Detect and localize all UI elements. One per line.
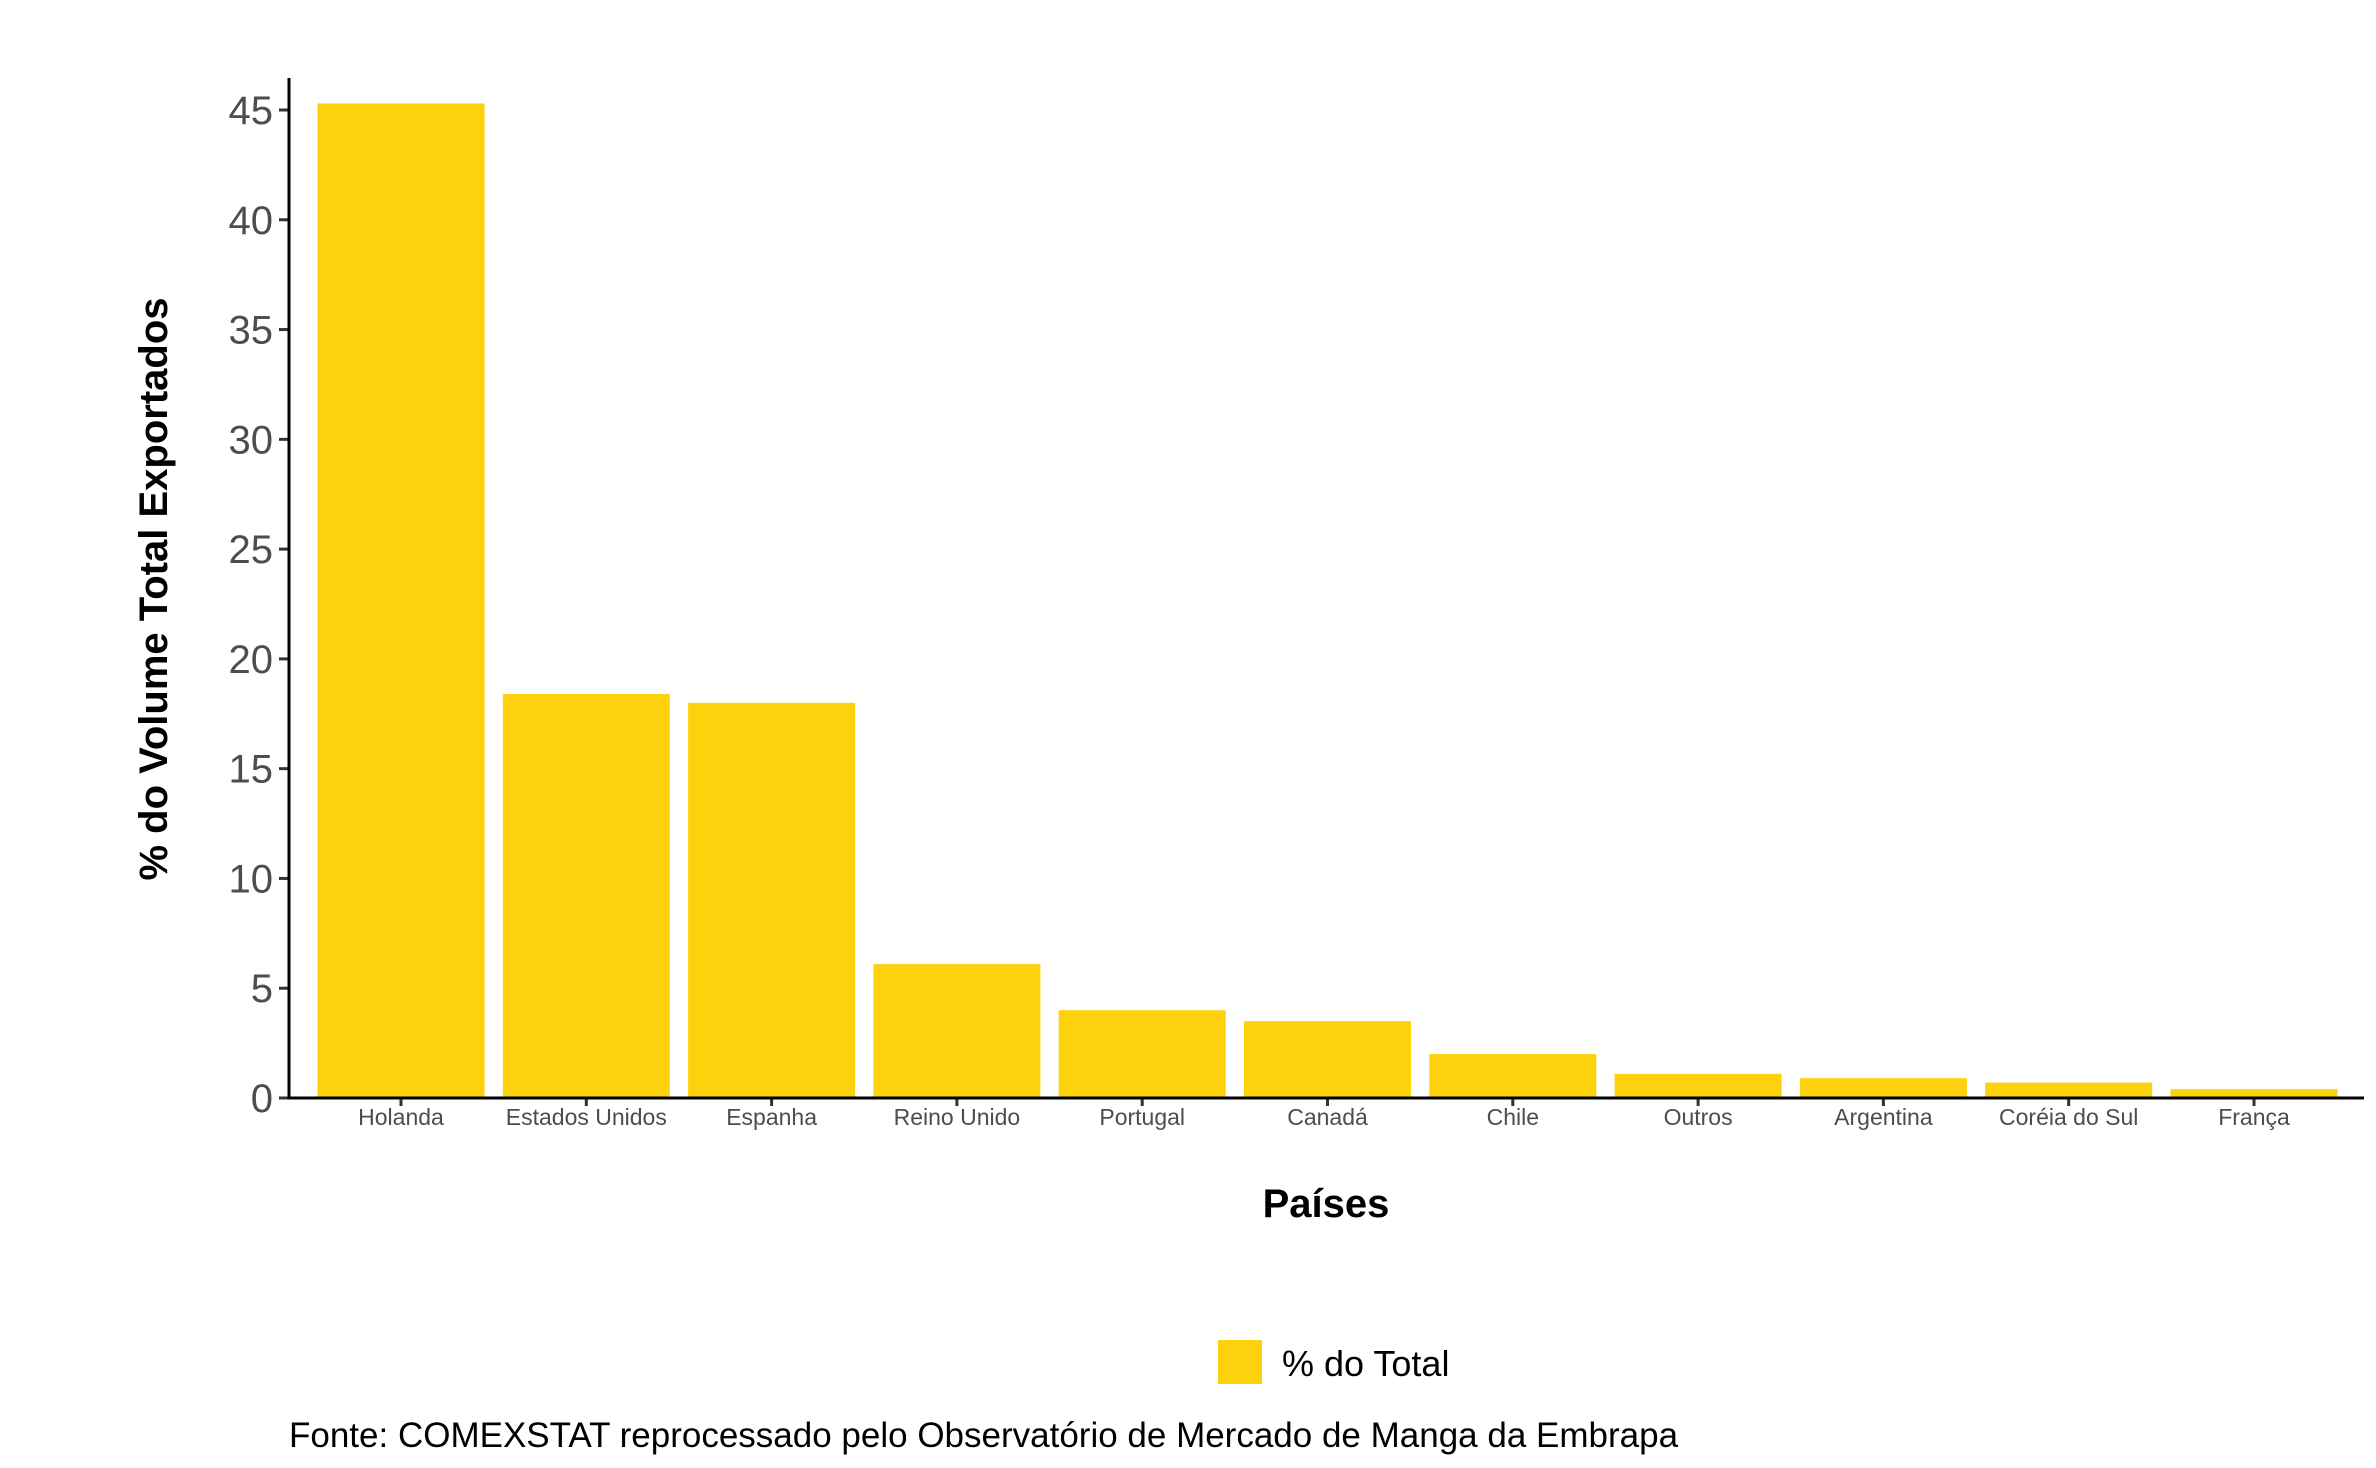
y-tick-label: 45 (229, 89, 274, 133)
legend-label: % do Total (1282, 1343, 1449, 1384)
y-tick-label: 25 (229, 528, 274, 572)
bar-10 (2170, 1089, 2338, 1098)
x-tick-label: França (2218, 1104, 2290, 1130)
y-tick-label: 5 (251, 967, 273, 1011)
x-tick-label: Portugal (1099, 1104, 1185, 1130)
bar-2 (688, 702, 856, 1098)
y-tick-label: 15 (229, 748, 274, 792)
x-tick-label: Outros (1664, 1104, 1733, 1130)
y-tick-label: 10 (229, 857, 274, 901)
bar-1 (502, 694, 670, 1098)
bar-4 (1058, 1010, 1226, 1098)
bar-5 (1244, 1021, 1411, 1098)
x-tick-label: Canadá (1287, 1104, 1368, 1130)
source-caption: Fonte: COMEXSTAT reprocessado pelo Obser… (289, 1416, 1679, 1455)
x-tick-label: Chile (1487, 1104, 1539, 1130)
y-axis-ticks: 0 5 10 15 20 25 30 35 40 45 (229, 89, 289, 1121)
bars-group (317, 103, 2338, 1098)
y-axis-title: % do Volume Total Exportados (132, 297, 176, 880)
legend: % do Total (1218, 1340, 1449, 1384)
legend-swatch (1218, 1340, 1262, 1384)
x-tick-label: Reino Unido (894, 1104, 1021, 1130)
x-tick-label: Estados Unidos (506, 1104, 667, 1130)
x-tick-label: Holanda (358, 1104, 444, 1130)
x-tick-label: Argentina (1834, 1104, 1933, 1130)
bar-9 (1985, 1082, 2153, 1098)
x-tick-label: Coréia do Sul (1999, 1104, 2138, 1130)
x-axis-ticks: Holanda Estados Unidos Espanha Reino Unido P… (358, 1098, 2290, 1130)
y-tick-label: 35 (229, 309, 274, 353)
y-tick-label: 0 (251, 1077, 273, 1121)
x-tick-label: Espanha (726, 1104, 817, 1130)
y-tick-label: 30 (229, 418, 274, 462)
bar-8 (1799, 1078, 1967, 1098)
y-tick-label: 40 (229, 199, 274, 243)
x-axis-title: Países (1263, 1182, 1390, 1226)
y-tick-label: 20 (229, 638, 274, 682)
bar-7 (1614, 1073, 1782, 1098)
bar-0 (317, 103, 485, 1098)
bar-6 (1429, 1054, 1597, 1098)
bar-3 (873, 964, 1041, 1098)
